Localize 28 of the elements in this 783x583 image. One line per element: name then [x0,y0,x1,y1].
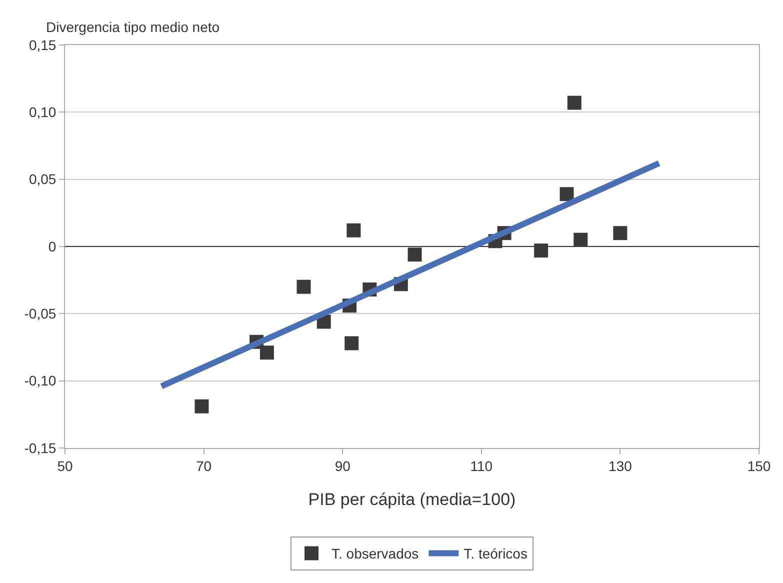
point [613,226,628,240]
y-tick-label: 0,15 [28,36,56,53]
point [567,96,582,110]
x-axis-title: PIB per cápita (media=100) [308,490,516,510]
y-tick-label: -0,05 [24,306,56,322]
y-axis-title: Divergencia tipo medio neto [46,19,220,35]
y-tick-label: 0 [48,238,56,254]
x-tick-label: 150 [747,458,771,474]
x-tick-label: 70 [196,458,212,474]
y-tick-label: 0,10 [28,104,56,120]
x-tick-label: 50 [57,458,73,474]
point [574,232,588,247]
point [296,280,311,294]
point [344,336,359,350]
point [194,399,209,414]
x-tick-label: 130 [608,458,632,474]
y-tick-label: -0,10 [24,372,56,389]
point [534,244,548,258]
point [260,346,274,360]
point [560,187,574,202]
y-tick-label: -0,15 [24,440,56,456]
legend-label: T. observados [332,546,419,562]
point [408,248,422,262]
x-tick-label: 90 [334,458,351,474]
legend-label: T. teóricos [464,546,528,562]
point [346,223,361,238]
x-tick-label: 110 [470,458,493,474]
y-tick-label: 0,05 [28,171,56,188]
